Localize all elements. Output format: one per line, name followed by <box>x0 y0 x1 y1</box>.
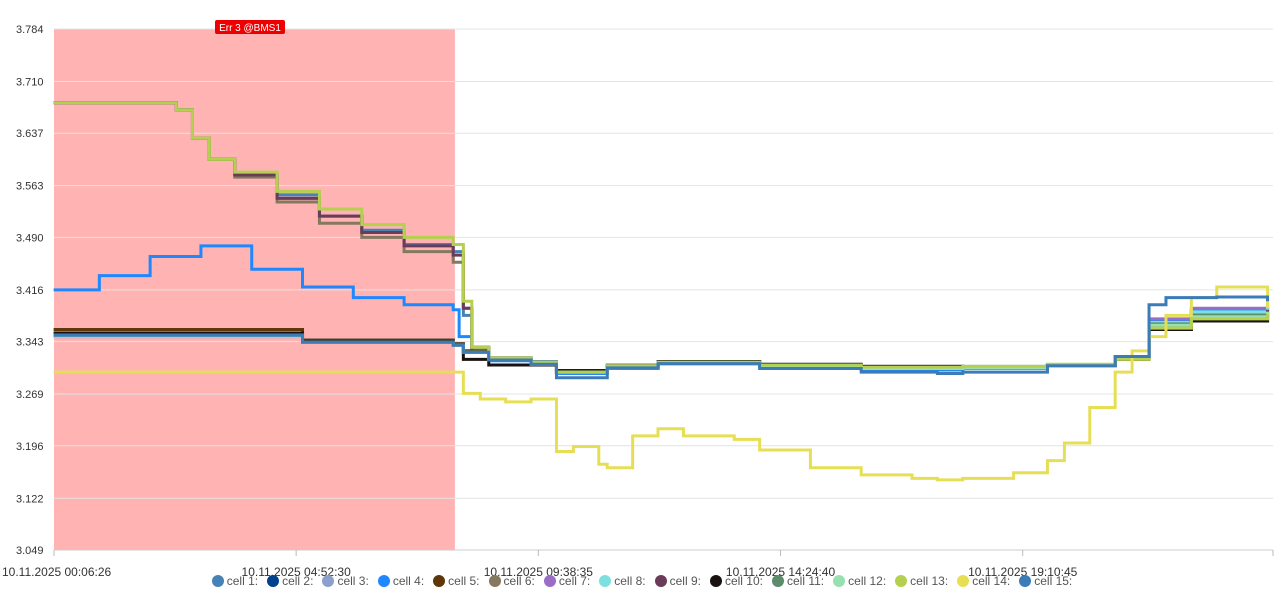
legend-swatch <box>267 575 280 587</box>
y-tick-label: 3.343 <box>16 337 44 349</box>
legend-swatch <box>433 575 446 587</box>
legend-label: cell 14: <box>972 574 1011 588</box>
legend-label: cell 10: <box>724 574 763 588</box>
x-tick-label: 10.11.2025 09:38:35 <box>484 565 594 579</box>
legend-item[interactable]: cell 6: <box>488 574 535 588</box>
y-tick-label: 3.269 <box>16 389 44 401</box>
legend-label: cell 5: <box>448 574 480 588</box>
x-tick-label: 10.11.2025 00:06:26 <box>2 565 112 579</box>
legend-label: cell 7: <box>558 574 591 588</box>
axes-layer: 3.784 3.710 3.637 3.563 3.490 3.416 3.343 3.269… <box>2 24 1274 579</box>
legend-item[interactable]: cell 12: <box>833 574 886 588</box>
legend-label: cell 11: <box>787 574 825 588</box>
legend-label: cell 9: <box>669 574 701 588</box>
series-layer <box>53 101 1270 482</box>
error-badge-layer[interactable]: Err 3 @BMS1 <box>215 20 285 34</box>
y-tick-label: 3.122 <box>16 493 44 505</box>
y-tick-label: 3.490 <box>16 232 44 244</box>
x-tick-label: 10.11.2025 14:24:40 <box>726 565 836 579</box>
legend-item[interactable]: cell 14: <box>957 574 1010 588</box>
legend-label: cell 6: <box>503 574 535 588</box>
legend-label: cell 4: <box>392 574 425 588</box>
legend-item[interactable]: cell 11: <box>772 574 824 588</box>
legend-swatch <box>377 575 390 587</box>
legend-item[interactable]: cell 4: <box>377 574 425 588</box>
legend-swatch <box>543 575 556 587</box>
legend-item[interactable]: cell 1: <box>211 574 259 588</box>
legend-swatch <box>322 575 335 587</box>
legend-swatch <box>895 575 908 587</box>
legend-label: cell 1: <box>226 574 259 588</box>
legend-swatch <box>833 575 846 587</box>
legend-swatch <box>709 575 722 587</box>
legend-label: cell 3: <box>337 574 369 588</box>
chart-legend: cell 1: cell 2: cell 3: cell 4: cell 5: cell … <box>0 571 1284 591</box>
legend-item[interactable]: cell 9: <box>654 574 701 588</box>
legend-label: cell 15: <box>1034 574 1073 588</box>
legend-swatch <box>211 575 224 587</box>
x-tick-label: 10.11.2025 19:10:45 <box>968 565 1078 579</box>
legend-label: cell 8: <box>614 574 646 588</box>
legend-item[interactable]: cell 7: <box>543 574 591 588</box>
legend-swatch <box>957 575 970 587</box>
error-badge[interactable] <box>215 20 285 34</box>
legend-swatch <box>654 575 667 587</box>
legend-item[interactable]: cell 10: <box>709 574 763 588</box>
legend-swatch <box>1019 575 1032 587</box>
legend-item[interactable]: cell 2: <box>267 574 313 588</box>
y-tick-label: 3.710 <box>16 76 44 88</box>
legend-swatch <box>599 575 612 587</box>
y-tick-label: 3.416 <box>16 285 44 297</box>
legend-label: cell 2: <box>282 574 314 588</box>
series-line-15 <box>53 295 1270 380</box>
legend-swatch <box>772 575 784 587</box>
error-badge-label: Err 3 @BMS1 <box>219 23 281 34</box>
legend-item[interactable]: cell 15: <box>1019 574 1072 588</box>
legend-item[interactable]: cell 3: <box>322 574 369 588</box>
legend-item[interactable]: cell 5: <box>433 574 480 588</box>
legend-item[interactable]: cell 8: <box>599 574 646 588</box>
legend-item[interactable]: cell 13: <box>895 574 948 588</box>
y-tick-label: 3.637 <box>16 128 44 140</box>
legend-swatch <box>488 575 501 587</box>
y-tick-label: 3.563 <box>16 181 44 193</box>
legend-label: cell 12: <box>848 574 887 588</box>
y-tick-label: 3.049 <box>16 545 44 557</box>
y-tick-label: 3.196 <box>16 441 44 453</box>
y-tick-label: 3.784 <box>16 24 44 36</box>
legend-label: cell 13: <box>910 574 949 588</box>
